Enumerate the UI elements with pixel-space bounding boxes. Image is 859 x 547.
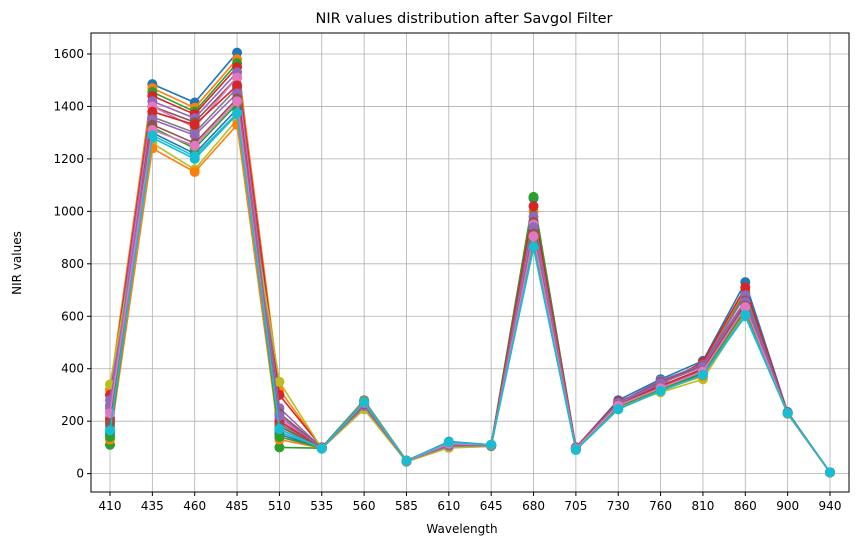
y-tick-label: 200 xyxy=(61,414,84,428)
plot-frame xyxy=(90,32,850,493)
data-point xyxy=(613,404,624,415)
data-point xyxy=(528,201,539,212)
x-tick-label: 460 xyxy=(183,499,206,513)
series-layer xyxy=(105,47,835,478)
y-axis-label: NIR values xyxy=(10,231,24,295)
y-tick-label: 800 xyxy=(61,257,84,271)
x-tick-label: 680 xyxy=(522,499,545,513)
data-point xyxy=(486,439,497,450)
data-point xyxy=(232,72,243,83)
series-18 xyxy=(105,107,835,478)
x-tick-label: 585 xyxy=(395,499,418,513)
data-point xyxy=(274,424,285,435)
data-point xyxy=(232,80,243,91)
x-tick-label: 860 xyxy=(734,499,757,513)
data-point xyxy=(401,455,412,466)
x-tick-label: 510 xyxy=(268,499,291,513)
data-point xyxy=(105,425,115,436)
x-tick-label: 810 xyxy=(691,499,714,513)
data-point xyxy=(274,431,285,442)
x-tick-label: 940 xyxy=(819,499,842,513)
chart-title: NIR values distribution after Savgol Fil… xyxy=(315,11,612,27)
x-tick-label: 410 xyxy=(99,499,122,513)
y-tick-label: 1200 xyxy=(53,152,84,166)
data-point xyxy=(189,167,200,178)
data-point xyxy=(528,231,539,242)
data-point xyxy=(189,140,200,151)
data-point xyxy=(825,467,835,478)
y-axis: 0 200 400 600 800 1000 1200 1400 1600 xyxy=(53,47,91,481)
data-point xyxy=(189,119,200,130)
data-point xyxy=(528,241,539,252)
data-point xyxy=(274,410,285,421)
data-point xyxy=(232,96,243,107)
data-point xyxy=(740,302,751,313)
x-tick-label: 645 xyxy=(480,499,503,513)
y-tick-label: 1600 xyxy=(53,47,84,61)
y-tick-label: 1400 xyxy=(53,99,84,113)
data-point xyxy=(189,130,200,141)
data-point xyxy=(189,151,200,162)
data-point xyxy=(274,376,285,387)
x-tick-label: 485 xyxy=(226,499,249,513)
data-point xyxy=(274,442,285,453)
x-tick-label: 730 xyxy=(607,499,630,513)
data-point xyxy=(655,385,666,396)
y-tick-label: 400 xyxy=(61,362,84,376)
data-point xyxy=(697,370,708,381)
x-tick-label: 705 xyxy=(564,499,587,513)
data-point xyxy=(232,107,243,118)
data-point xyxy=(570,444,581,455)
y-tick-label: 1000 xyxy=(53,204,84,218)
data-point xyxy=(740,309,751,320)
x-tick-label: 435 xyxy=(141,499,164,513)
series-line xyxy=(109,118,831,473)
data-point xyxy=(316,443,327,454)
x-tick-label: 900 xyxy=(776,499,799,513)
series-line xyxy=(109,112,831,473)
x-tick-label: 535 xyxy=(310,499,333,513)
data-point xyxy=(147,106,158,117)
series-line xyxy=(109,92,831,473)
x-axis: 410 435 460 485 510 535 560 585 610 645 680 705 730 7… xyxy=(99,492,842,513)
x-axis-label: Wavelength xyxy=(426,522,497,536)
x-tick-label: 560 xyxy=(353,499,376,513)
data-point xyxy=(359,397,370,408)
y-tick-label: 0 xyxy=(76,467,84,481)
x-tick-label: 610 xyxy=(437,499,460,513)
series-line xyxy=(109,100,831,473)
y-tick-label: 600 xyxy=(61,309,84,323)
x-tick-label: 760 xyxy=(649,499,672,513)
data-point xyxy=(528,191,539,202)
data-point xyxy=(782,408,793,419)
data-point xyxy=(443,437,454,448)
data-point xyxy=(740,282,751,293)
data-point xyxy=(147,130,158,141)
